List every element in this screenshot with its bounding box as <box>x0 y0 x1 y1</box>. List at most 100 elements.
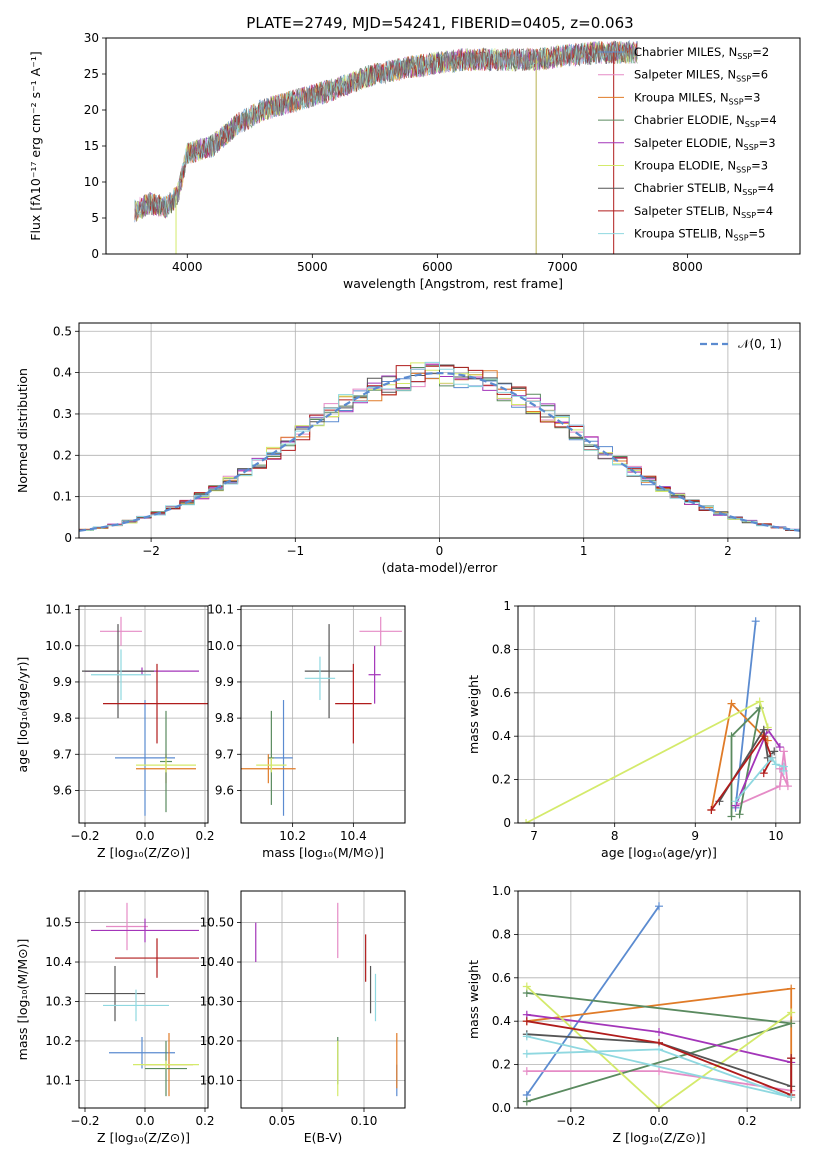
spectrum-line <box>134 40 638 219</box>
plus-marker <box>522 1032 531 1041</box>
y-tick-label: 0.8 <box>492 927 511 941</box>
plus-marker <box>775 782 784 791</box>
histogram-step <box>79 361 800 531</box>
figure-title: PLATE=2749, MJD=54241, FIBERID=0405, z=0… <box>246 14 633 32</box>
plus-marker <box>779 766 788 775</box>
y-tick-label: 10.3 <box>45 994 72 1008</box>
x-tick-label: 0.0 <box>135 1114 154 1128</box>
y-tick-label: 10.2 <box>45 1034 72 1048</box>
plus-marker <box>522 1017 531 1026</box>
data-point <box>274 700 293 816</box>
plus-marker <box>763 723 772 732</box>
y-tick-label: 5 <box>91 211 99 225</box>
data-point <box>304 624 354 719</box>
legend-label: Chabrier STELIB, NSSP=4 <box>634 181 774 197</box>
plus-marker <box>775 743 784 752</box>
plus-marker <box>770 747 779 756</box>
plus-marker <box>767 753 776 762</box>
y-tick-label: 0.0 <box>492 1101 511 1115</box>
y-tick-label: 9.6 <box>215 783 234 797</box>
x-tick-label: 9 <box>691 829 699 843</box>
y-axis-label: Normed distribution <box>15 368 30 493</box>
x-tick-label: 1 <box>580 544 588 558</box>
plot-area <box>255 902 398 1097</box>
legend-label: Chabrier ELODIE, NSSP=4 <box>634 113 777 129</box>
y-tick-label: 10.1 <box>45 603 72 617</box>
plus-marker <box>727 699 736 708</box>
plot-area <box>85 902 199 1097</box>
y-tick-label: 9.7 <box>215 747 234 761</box>
x-tick-label: 5000 <box>297 260 328 274</box>
y-tick-label: 9.7 <box>53 747 72 761</box>
y-tick-label: 0 <box>503 816 511 830</box>
panel-mass-weight-vs-age: 7 8 9 10 0 0.2 0.4 0.6 0.8 1 age [log₁₀(age/yr)] ma… <box>466 599 801 860</box>
y-tick-label: 15 <box>84 139 99 153</box>
y-tick-label: 10.5 <box>45 916 72 930</box>
y-tick-label: 0.4 <box>492 1014 511 1028</box>
plot-area <box>522 617 792 823</box>
y-tick-label: 0.6 <box>492 686 511 700</box>
panel-age-vs-mass: 10.2 10.4 9.6 9.7 9.8 9.9 10.0 10.1 mass [log₁₀(… <box>207 603 406 860</box>
plus-marker <box>755 697 764 706</box>
y-tick-label: 20 <box>84 103 99 117</box>
legend-label: Kroupa ELODIE, NSSP=3 <box>634 159 768 175</box>
x-axis-label: (data-model)/error <box>382 560 499 575</box>
legend-models: Chabrier MILES, NSSP=2 Salpeter MILES, NS… <box>598 45 777 243</box>
plot-area <box>79 361 800 532</box>
axes-frame <box>240 605 406 824</box>
y-tick-label: 9.9 <box>53 675 72 689</box>
plus-marker <box>735 810 744 819</box>
y-tick-label: 0.4 <box>53 366 72 380</box>
legend-label: Salpeter STELIB, NSSP=4 <box>634 204 773 220</box>
plus-marker <box>783 782 792 791</box>
spectrum-line <box>134 41 638 222</box>
data-point <box>368 645 381 704</box>
plus-marker <box>655 1045 663 1054</box>
panel-residual-hist: 𝒩(0, 1) −2 −1 0 1 2 0 0.1 0.2 0.3 0.4 0.5 (data-mode… <box>15 322 801 575</box>
plot-area <box>241 616 402 816</box>
data-point <box>115 700 175 816</box>
y-axis-label: age [log₁₀(age/yr)] <box>15 657 30 773</box>
x-axis-label: Z [log₁₀(Z/Z⊙)] <box>97 1130 190 1145</box>
panel-mass-vs-EBV: 0.05 0.10 10.10 10.20 10.30 10.40 10.50 E(B-V) <box>200 890 406 1145</box>
data-point <box>109 1036 175 1069</box>
data-point <box>136 757 196 773</box>
plus-marker <box>759 769 768 778</box>
panel-mass-vs-Z: −0.2 0.0 0.2 10.1 10.2 10.3 10.4 10.5 Z [log₁₀(Z… <box>15 890 215 1145</box>
plus-marker <box>522 819 531 823</box>
y-tick-label: 0.5 <box>53 324 72 338</box>
chart-panels: 4000 5000 6000 7000 8000051015202530waveleng… <box>15 31 801 1145</box>
legend-label: Chabrier MILES, NSSP=2 <box>634 45 769 61</box>
plus-marker <box>655 1067 663 1076</box>
axes-frame <box>240 890 406 1109</box>
plus-marker <box>787 1019 796 1028</box>
data-point <box>304 656 336 701</box>
data-point <box>82 624 154 719</box>
data-point <box>100 616 142 646</box>
x-tick-label: 0.0 <box>649 1114 668 1128</box>
plus-marker <box>522 1097 531 1106</box>
y-tick-label: 0.2 <box>492 773 511 787</box>
x-tick-label: −0.2 <box>70 1114 99 1128</box>
plus-marker <box>727 812 736 821</box>
x-tick-label: 0.2 <box>195 1114 214 1128</box>
series-line <box>734 621 757 808</box>
data-point <box>359 616 402 646</box>
y-tick-label: 0.3 <box>53 407 72 421</box>
y-tick-label: 10.20 <box>200 1034 234 1048</box>
y-axis-label: mass [log₁₀(M/M⊙)] <box>15 939 30 1061</box>
plus-marker <box>731 797 740 806</box>
x-tick-label: 7 <box>530 829 538 843</box>
x-tick-label: 0 <box>436 544 444 558</box>
legend-label: Kroupa STELIB, NSSP=5 <box>634 227 765 243</box>
plus-marker <box>522 982 531 991</box>
x-tick-label: 6000 <box>422 260 453 274</box>
y-tick-label: 10.0 <box>45 639 72 653</box>
y-tick-label: 0.8 <box>492 642 511 656</box>
y-tick-label: 0 <box>64 531 72 545</box>
data-point <box>133 1060 199 1069</box>
plus-marker <box>787 984 796 993</box>
y-axis-label: mass weight <box>466 960 481 1039</box>
x-tick-label: −0.2 <box>70 829 99 843</box>
plus-marker <box>787 1093 796 1102</box>
